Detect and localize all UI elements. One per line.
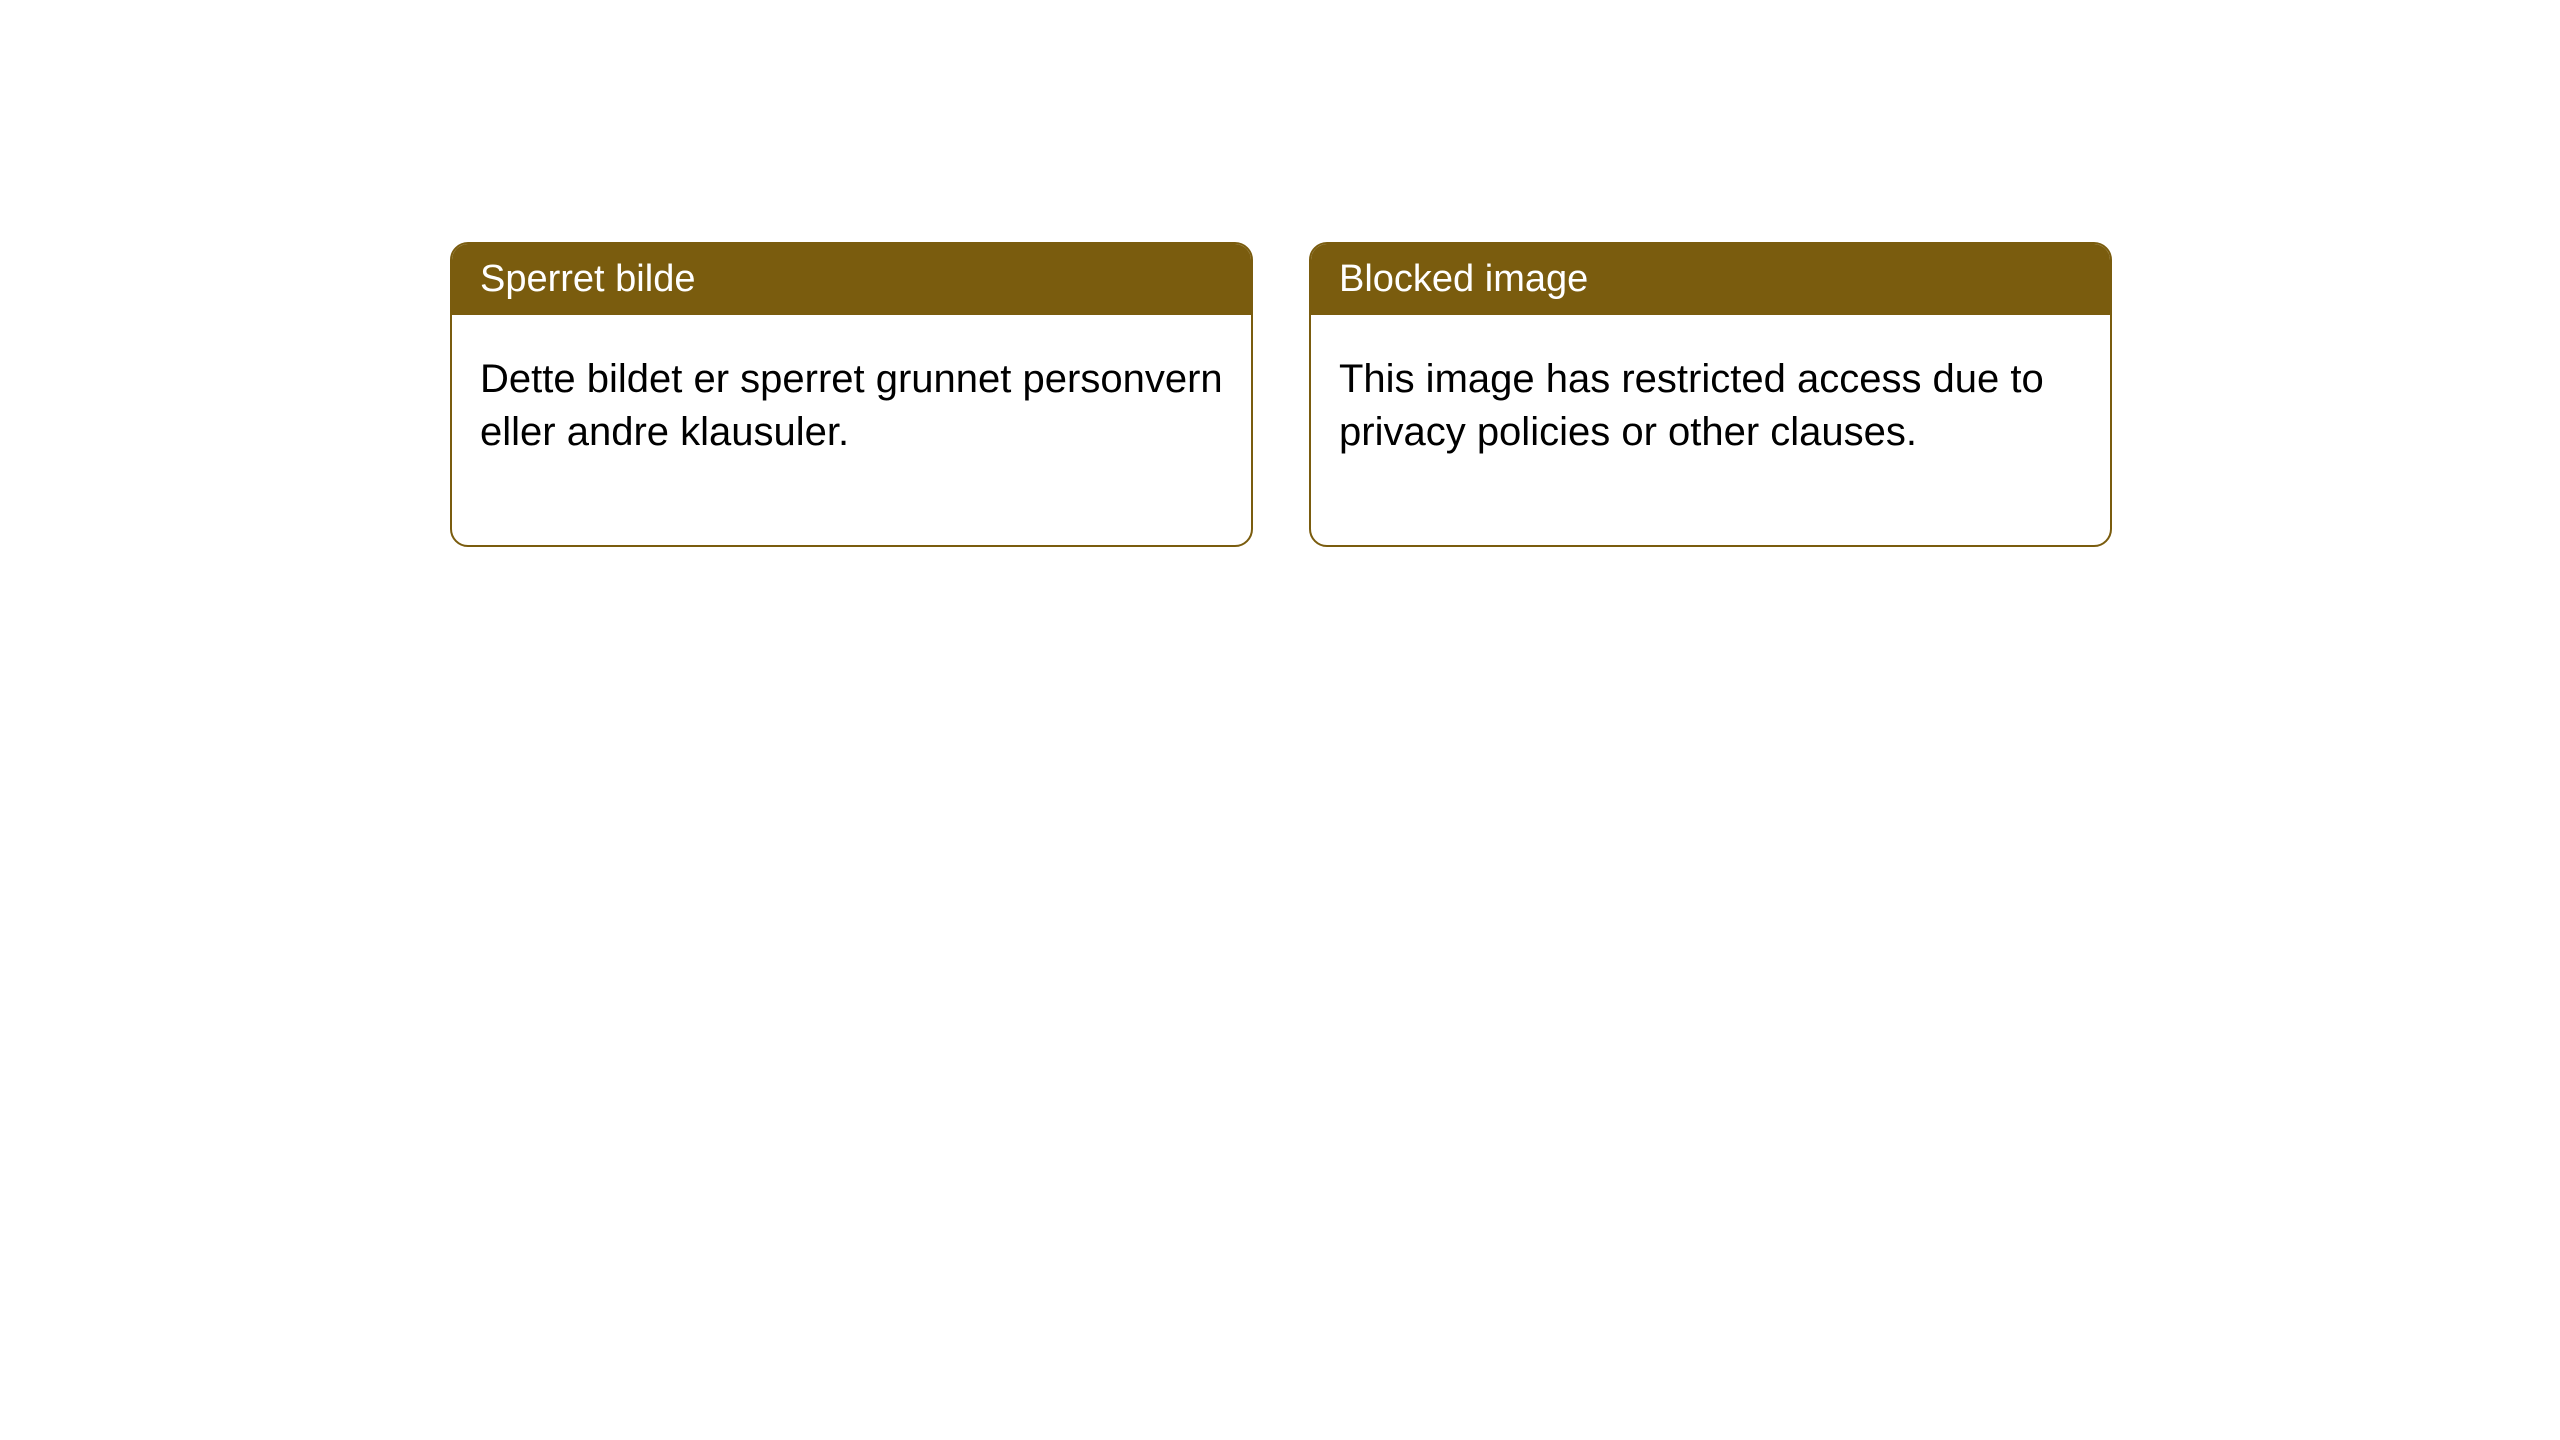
notice-card-norwegian: Sperret bilde Dette bildet er sperret gr… bbox=[450, 242, 1253, 547]
notice-card-english: Blocked image This image has restricted … bbox=[1309, 242, 2112, 547]
notice-title-norwegian: Sperret bilde bbox=[452, 244, 1251, 315]
notice-body-english: This image has restricted access due to … bbox=[1311, 315, 2110, 545]
notice-title-english: Blocked image bbox=[1311, 244, 2110, 315]
notice-container: Sperret bilde Dette bildet er sperret gr… bbox=[450, 242, 2112, 547]
notice-body-norwegian: Dette bildet er sperret grunnet personve… bbox=[452, 315, 1251, 545]
